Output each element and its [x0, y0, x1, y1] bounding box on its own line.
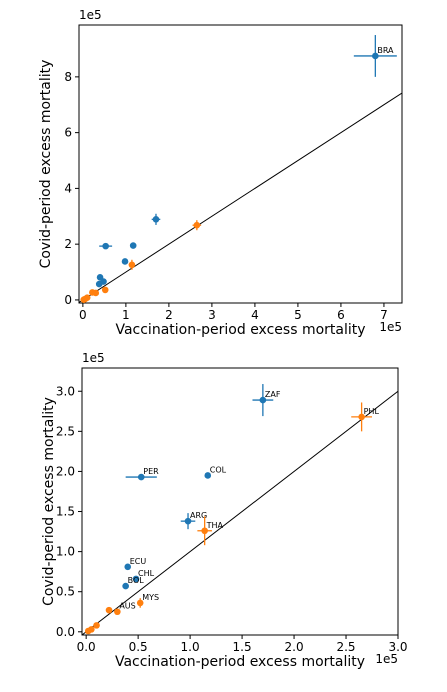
diagonal-line [82, 390, 398, 635]
axes-frame [81, 367, 399, 636]
x-tick-label: 1.0 [181, 640, 200, 654]
x-tick-label: 2.0 [285, 640, 304, 654]
x-tick-label: 2 [165, 308, 173, 322]
point [372, 52, 379, 60]
y-axis-label: Covid-period excess mortality [38, 60, 54, 269]
point [122, 582, 129, 590]
point [129, 242, 137, 249]
y-tick-label: 1.5 [56, 505, 75, 519]
point [136, 599, 144, 607]
x-tick-label: 0.0 [77, 640, 96, 654]
point [124, 563, 132, 571]
y-tick-label: 0 [64, 293, 72, 307]
point-label: PHL [364, 407, 380, 416]
point [201, 527, 208, 535]
point [132, 575, 140, 583]
point-label: THA [206, 521, 224, 530]
axes-frame [78, 24, 403, 304]
point-label: AUS [119, 602, 135, 611]
point [121, 258, 129, 265]
x-tick-label: 0 [79, 308, 87, 322]
y-tick-label: 2.5 [56, 424, 75, 438]
point-label: ECU [130, 557, 147, 566]
y-tick-label: 0.0 [56, 625, 75, 639]
x-tick-label: 1 [122, 308, 130, 322]
point [105, 606, 113, 614]
x-tick-label: 4 [251, 308, 259, 322]
y-tick-label: 4 [64, 181, 72, 195]
point [114, 608, 121, 616]
point [93, 622, 100, 629]
point-label: MYS [142, 593, 159, 602]
y-tick-label: 3.0 [56, 384, 75, 398]
x-tick-label: 0.5 [129, 640, 148, 654]
point [80, 296, 88, 303]
point [259, 396, 267, 404]
x-axis-label: Vaccination-period excess mortality [115, 322, 365, 338]
x-tick-label: 3 [208, 308, 216, 322]
point [137, 473, 145, 481]
point [89, 289, 96, 296]
point-label: COL [210, 465, 227, 474]
point [152, 216, 160, 223]
x-offset-label: 1e5 [375, 652, 398, 666]
x-tick-label: 1.5 [233, 640, 252, 654]
x-tick-label: 5 [294, 308, 302, 322]
point-label: ZAF [265, 390, 281, 399]
point [358, 413, 365, 421]
x-tick-label: 7 [380, 308, 388, 322]
point [184, 517, 192, 525]
y-axis-label: Covid-period excess mortality [41, 397, 57, 606]
point [101, 286, 109, 294]
x-tick-label: 3.0 [388, 640, 407, 654]
point [193, 221, 201, 229]
y-tick-label: 0.5 [56, 585, 75, 599]
y-tick-label: 2 [64, 237, 72, 251]
y-tick-label: 1.0 [56, 545, 75, 559]
point-label: BOL [128, 576, 145, 585]
point-label: ARG [190, 511, 207, 520]
x-tick-label: 6 [337, 308, 345, 322]
point-label: BRA [377, 46, 394, 55]
diagonal-line [79, 92, 402, 303]
y-tick-label: 6 [64, 126, 72, 140]
point [84, 627, 92, 635]
x-axis-label: Vaccination-period excess mortality [115, 654, 365, 670]
y-offset-label: 1e5 [82, 351, 105, 365]
x-tick-label: 2.5 [336, 640, 355, 654]
point [102, 242, 109, 250]
y-tick-label: 8 [64, 70, 72, 84]
point-label: PER [143, 467, 159, 476]
point [95, 280, 103, 288]
x-offset-label: 1e5 [379, 320, 402, 334]
y-offset-label: 1e5 [79, 8, 102, 22]
point-label: CHL [138, 569, 155, 578]
point [128, 261, 136, 269]
y-tick-label: 2.0 [56, 464, 75, 478]
point [204, 472, 212, 479]
